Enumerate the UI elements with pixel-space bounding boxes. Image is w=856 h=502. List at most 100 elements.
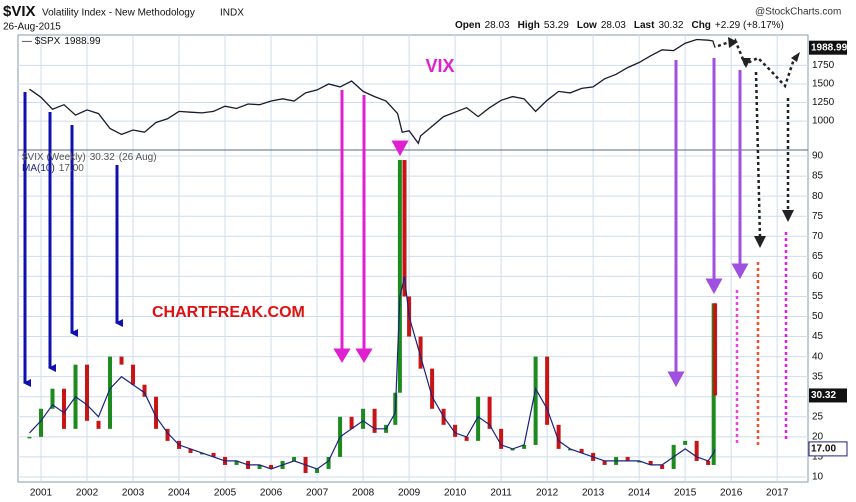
quote-label: Chg <box>691 20 710 31</box>
arrow-head <box>791 52 800 62</box>
price-bar <box>522 444 527 449</box>
price-bar <box>372 408 377 433</box>
price-bar <box>108 356 113 429</box>
quote-label: Last <box>634 20 655 31</box>
price-bar <box>188 448 193 453</box>
price-bar <box>648 460 653 465</box>
price-bar <box>499 428 504 449</box>
x-tick-label: 2003 <box>122 488 145 499</box>
y-tick-label: 40 <box>812 351 824 362</box>
price-bar <box>211 452 216 457</box>
price-bar <box>453 424 458 437</box>
y-tick-label: 50 <box>812 311 824 322</box>
legend-note: (26 Aug) <box>119 152 157 163</box>
exchange: INDX <box>220 8 244 19</box>
price-bar <box>660 464 665 469</box>
price-bar <box>200 452 205 455</box>
y-tick-label: 20 <box>812 432 824 443</box>
x-tick-label: 2001 <box>30 488 53 499</box>
last-value-tag <box>809 40 847 55</box>
arrow-head <box>355 348 373 363</box>
legend-entry: MA(10) 17.00 <box>22 163 84 174</box>
quote-line: Open 28.03 High 53.29 Low 28.03 Last 30.32 Chg +2… <box>455 20 784 31</box>
x-tick-label: 2005 <box>214 488 237 499</box>
y-tick-label: 60 <box>812 271 824 282</box>
arrow-head <box>741 58 751 68</box>
legend-name: MA(10) <box>22 163 55 174</box>
instrument-name: Volatility Index - New Methodology <box>42 8 195 19</box>
quote-value: 30.32 <box>658 20 683 31</box>
price-bar <box>487 396 492 429</box>
quote-label: Low <box>577 20 597 31</box>
x-tick-label: 2011 <box>490 488 512 499</box>
arrow-head <box>391 140 409 157</box>
y-tick-label: 85 <box>812 171 824 182</box>
price-bar <box>361 408 366 429</box>
x-tick-label: 2002 <box>76 488 99 499</box>
last-value-tag <box>809 388 847 403</box>
price-bar <box>96 420 101 429</box>
price-bar <box>292 456 297 461</box>
y-tick-label: 35 <box>812 371 824 382</box>
y-tick-label: 15 <box>812 452 824 463</box>
price-bar <box>476 396 481 441</box>
y-tick-label: 80 <box>812 191 824 202</box>
price-bar <box>602 460 607 465</box>
legend-name: $SPX <box>35 36 61 47</box>
y-tick-label: 55 <box>812 291 824 302</box>
date: 26-Aug-2015 <box>3 22 61 33</box>
legend-entry: — $SPX 1988.99 <box>22 36 101 47</box>
price-bar <box>579 448 584 453</box>
quote-value: +2.29 (+8.17%) <box>715 20 784 31</box>
x-tick-label: 2006 <box>260 488 283 499</box>
y-tick-label: 70 <box>812 231 824 242</box>
price-bar <box>142 384 147 397</box>
arrow-head <box>667 371 685 388</box>
x-tick-label: 2012 <box>536 488 559 499</box>
price-bar <box>119 356 124 365</box>
price-bar <box>706 460 711 465</box>
quote-value: 53.29 <box>544 20 569 31</box>
legend-value: 30.32 <box>90 152 115 163</box>
price-bar <box>50 388 55 409</box>
arrow-head <box>728 37 738 48</box>
y-tick-label: 90 <box>812 151 824 162</box>
arrow-head <box>705 278 723 295</box>
price-bar <box>257 464 262 469</box>
legend-swatch-text: — <box>22 36 35 47</box>
x-tick-label: 2009 <box>398 488 421 499</box>
price-line <box>29 38 716 145</box>
price-bar <box>568 448 573 451</box>
price-bar <box>637 460 642 463</box>
watermark: @StockCharts.com <box>755 7 841 18</box>
legend-value: 17.00 <box>59 163 84 174</box>
price-bar <box>154 396 159 429</box>
price-bar <box>349 416 354 429</box>
projection-path <box>717 38 797 89</box>
y-tick-label: 1500 <box>812 79 835 90</box>
arrow-head <box>754 236 766 248</box>
price-bar <box>131 364 136 385</box>
price-bar <box>27 436 32 439</box>
annotation-title: VIX <box>425 56 454 76</box>
price-bar <box>315 468 320 473</box>
y-tick-label: 1750 <box>812 60 835 71</box>
arrow-head <box>731 263 749 280</box>
price-bar <box>62 388 67 429</box>
symbol: $VIX <box>3 3 36 20</box>
price-bar <box>694 440 699 461</box>
price-bar <box>545 356 550 425</box>
arrow-head <box>782 210 794 222</box>
quote-value: 28.03 <box>601 20 626 31</box>
marks <box>27 38 718 473</box>
price-bar <box>85 364 90 421</box>
grid <box>18 35 808 482</box>
price-bar <box>464 436 469 441</box>
y-tick-label: 45 <box>812 331 824 342</box>
price-bar <box>234 460 239 465</box>
x-tick-label: 2016 <box>720 488 743 499</box>
x-tick-label: 2013 <box>582 488 605 499</box>
price-bar <box>165 428 170 441</box>
quote-value: 28.03 <box>485 20 510 31</box>
y-tick-label: 10 <box>812 472 824 483</box>
